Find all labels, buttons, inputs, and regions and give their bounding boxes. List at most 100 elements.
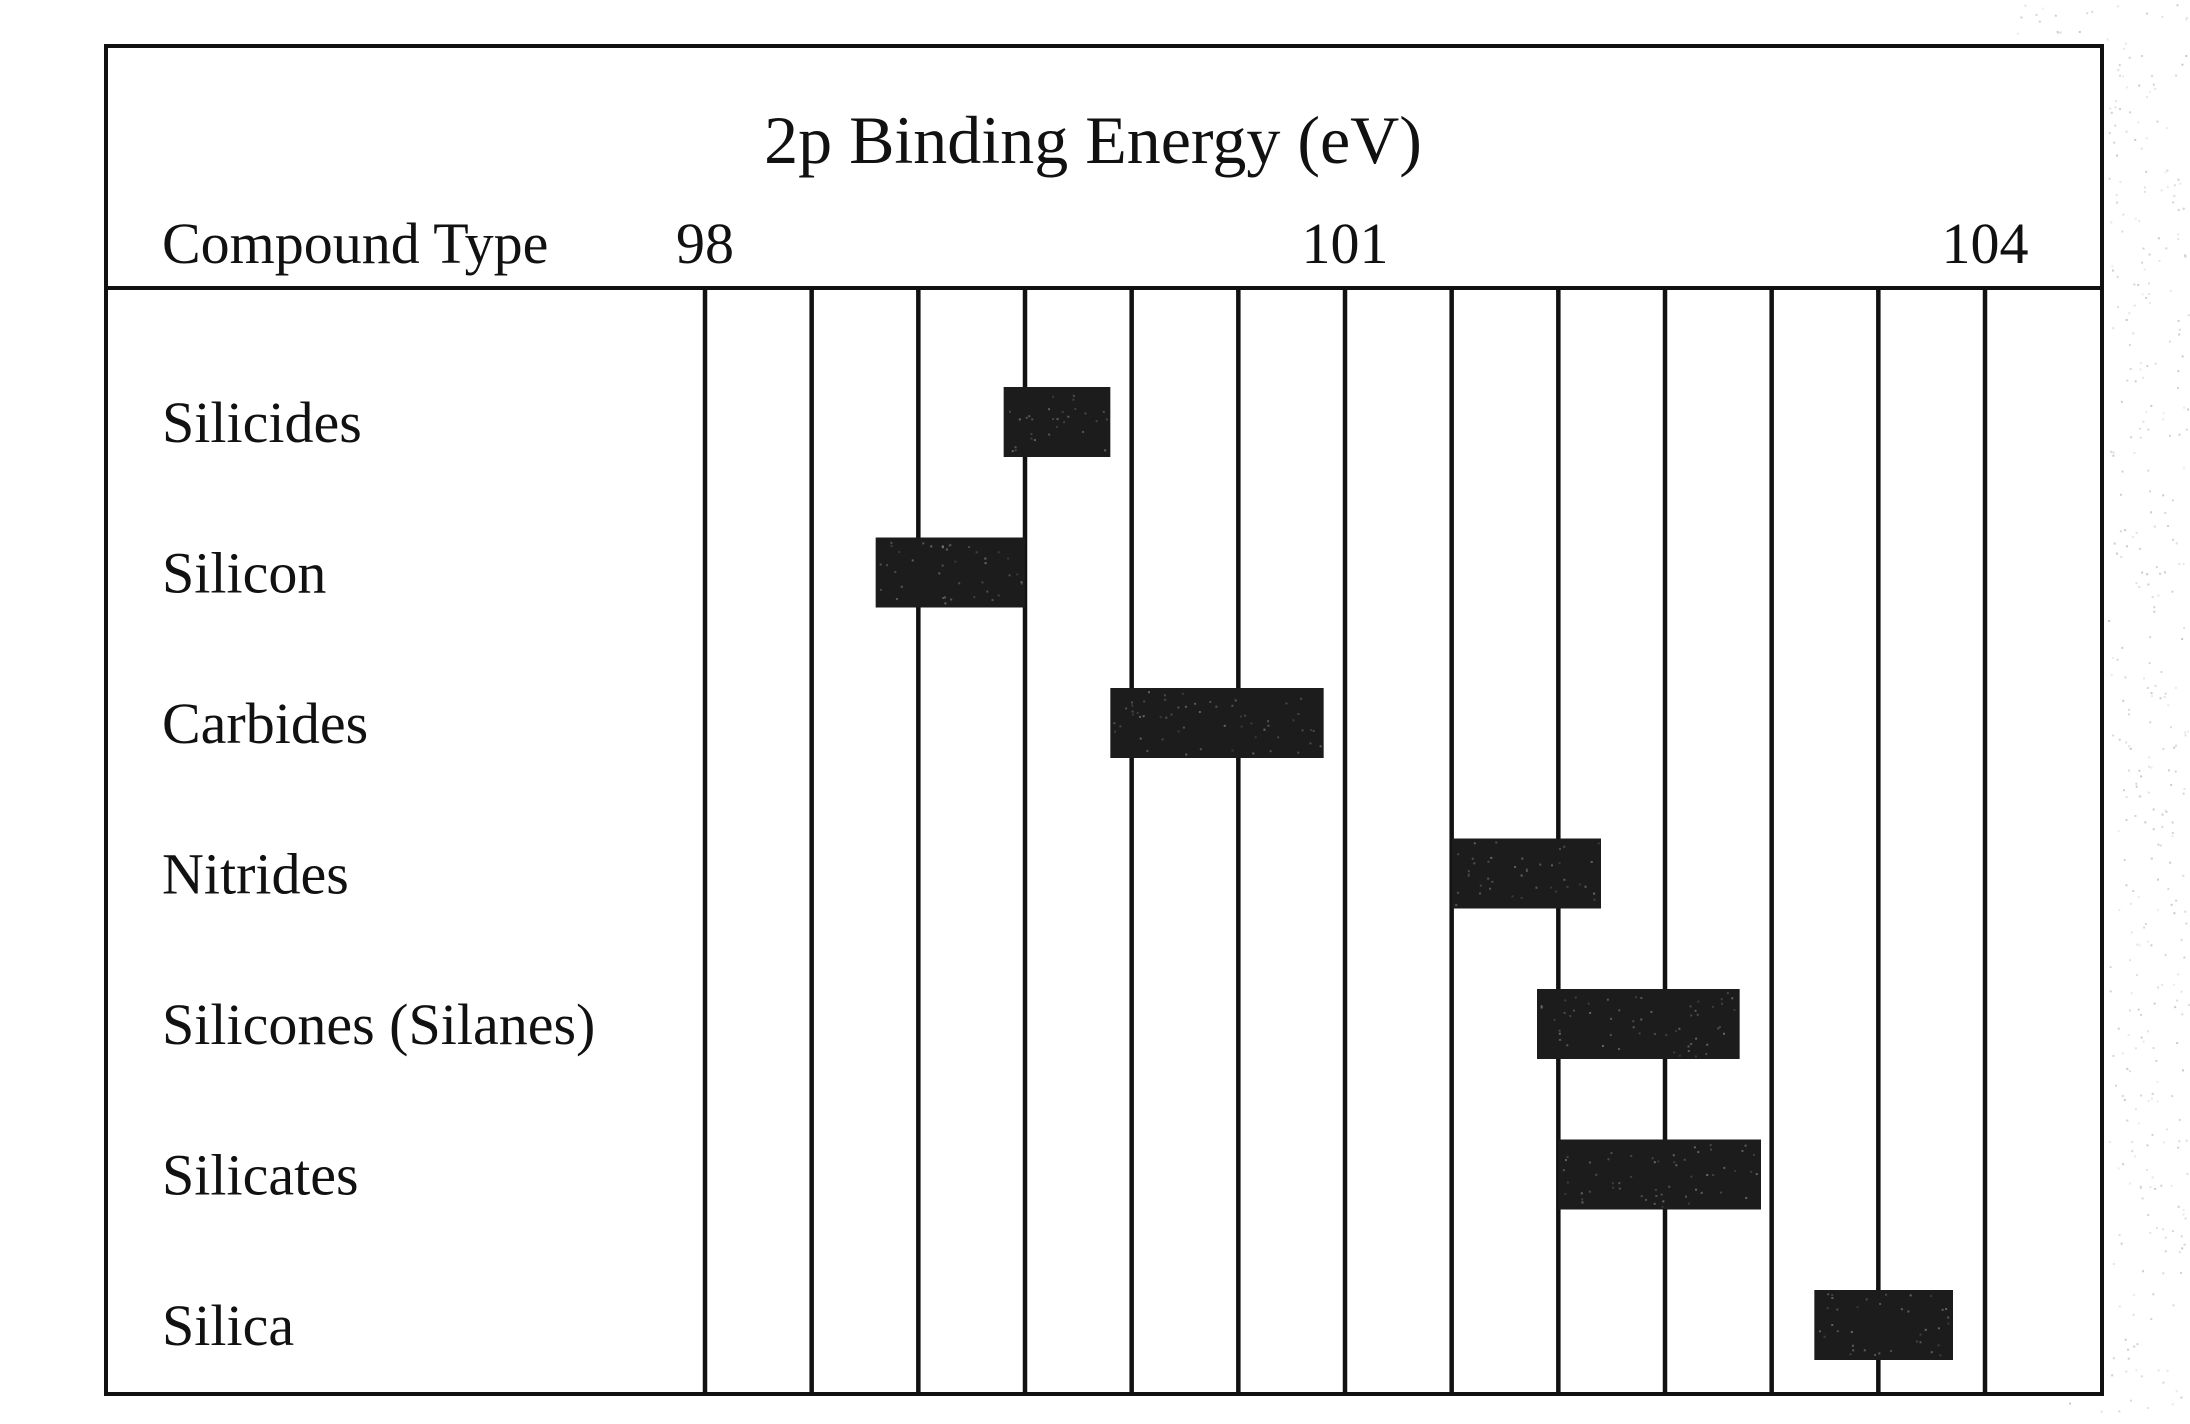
bar-texture-speck — [1684, 1195, 1687, 1198]
bar-texture-speck — [1750, 1170, 1753, 1173]
scan-noise-dot — [2136, 1343, 2139, 1346]
scan-noise-dot — [2154, 362, 2157, 365]
bar-texture-speck — [1209, 701, 1212, 704]
bar-texture-speck — [1579, 883, 1582, 886]
bar-texture-speck — [1700, 1191, 1703, 1194]
bar-texture-speck — [1521, 857, 1524, 860]
bar-texture-speck — [1823, 1335, 1826, 1338]
scan-noise-dot — [2170, 1184, 2173, 1187]
scan-noise-dot — [2140, 147, 2143, 150]
scan-noise-dot — [2125, 741, 2128, 744]
bar-texture-speck — [1056, 418, 1059, 421]
scan-noise-dot — [2128, 56, 2131, 59]
bar-texture-speck — [1007, 557, 1010, 560]
bar-texture-speck — [1025, 416, 1028, 419]
scan-noise-dot — [2124, 676, 2127, 679]
bar-texture-speck — [1661, 1205, 1664, 1208]
scan-noise-dot — [2138, 795, 2141, 798]
scan-noise-dot — [2128, 343, 2131, 346]
bar-texture-speck — [1753, 1153, 1756, 1156]
category-header: Compound Type — [162, 211, 548, 276]
bar-texture-speck — [1250, 722, 1253, 725]
bar-texture-speck — [1014, 449, 1017, 452]
scan-noise-dot — [2152, 1293, 2155, 1296]
scan-noise-dot — [2165, 247, 2168, 250]
scan-noise-dot — [2183, 1243, 2186, 1246]
bar-texture-speck — [950, 598, 953, 601]
scan-noise-dot — [2156, 1080, 2159, 1083]
bar-texture-speck — [1873, 1353, 1876, 1356]
bar-texture-speck — [1030, 437, 1033, 440]
bar-texture-speck — [1581, 1198, 1584, 1201]
scan-noise-dot — [2112, 734, 2115, 737]
bar-texture-speck — [1319, 745, 1322, 748]
scan-noise-dot — [2173, 746, 2176, 749]
scan-noise-dot — [2182, 1213, 2185, 1216]
scan-noise-dot — [2120, 1242, 2123, 1245]
scan-noise-dot — [2138, 944, 2141, 947]
scan-noise-dot — [2135, 582, 2138, 585]
bar-texture-speck — [1467, 870, 1470, 873]
scan-noise-dot — [2171, 832, 2174, 835]
scan-noise-dot — [2157, 594, 2160, 597]
scan-noise-dot — [2123, 1098, 2126, 1101]
scan-noise-dot — [2147, 469, 2150, 472]
scan-noise-dot — [2146, 1144, 2149, 1147]
scan-noise-dot — [2110, 221, 2113, 224]
bar-texture-speck — [1473, 862, 1476, 865]
bar-texture-speck — [1033, 439, 1036, 442]
scan-noise-dot — [2111, 269, 2114, 272]
bar-texture-speck — [1467, 874, 1470, 877]
bar-texture-speck — [1052, 395, 1055, 398]
scan-noise-dot — [2155, 566, 2158, 569]
scan-noise-dot — [2183, 787, 2186, 790]
scan-noise-dot — [2138, 769, 2141, 772]
bar-texture-speck — [1136, 712, 1139, 714]
scan-noise-dot — [2140, 1094, 2143, 1097]
scan-noise-dot — [2185, 18, 2188, 21]
scan-noise-dot — [2162, 1272, 2165, 1275]
bar-texture-speck — [1589, 1011, 1592, 1014]
scan-noise-dot — [2114, 100, 2117, 103]
bar-texture-speck — [1907, 1310, 1910, 1313]
range-bar-silicon — [875, 537, 1025, 608]
scan-noise-dot — [2154, 87, 2157, 90]
scan-noise-dot — [2181, 638, 2184, 641]
bar-texture-speck — [1706, 1043, 1709, 1046]
scan-noise-dot — [2123, 858, 2126, 861]
scan-noise-dot — [2114, 106, 2117, 109]
bar-texture-speck — [1640, 997, 1643, 1000]
bar-texture-speck — [1588, 1161, 1591, 1164]
bar-texture-speck — [1655, 1194, 1658, 1197]
scan-noise-dot — [2137, 283, 2140, 286]
bar-texture-speck — [1924, 1328, 1927, 1331]
bar-texture-speck — [1067, 415, 1070, 418]
bar-texture-speck — [1919, 1341, 1922, 1344]
bar-texture-speck — [1662, 1200, 1665, 1203]
bar-texture-speck — [1114, 730, 1117, 733]
bar-texture-speck — [1937, 1344, 1940, 1347]
scan-noise-dot — [2178, 1251, 2181, 1254]
scan-noise-dot — [2112, 451, 2115, 454]
bar-texture-speck — [1878, 1352, 1881, 1355]
bar-texture-speck — [1231, 749, 1234, 752]
scan-noise-dot — [2181, 63, 2184, 66]
bar-texture-speck — [1540, 1005, 1543, 1008]
scan-noise-dot — [2185, 1139, 2188, 1142]
bar-texture-speck — [1593, 892, 1596, 895]
bar-texture-speck — [1269, 750, 1272, 753]
scan-noise-dot — [2124, 1338, 2127, 1341]
scan-noise-dot — [2162, 418, 2165, 421]
scan-noise-dot — [2180, 1235, 2183, 1238]
scan-noise-dot — [2175, 899, 2178, 902]
scan-noise-dot — [2109, 990, 2112, 993]
range-bar-group-carbides — [1110, 688, 1324, 758]
bar-texture-speck — [1011, 450, 1014, 453]
bar-texture-speck — [1915, 1340, 1918, 1343]
scan-noise-dot — [2139, 1187, 2142, 1190]
scan-noise-dot — [2134, 1155, 2137, 1158]
bar-texture-speck — [1941, 1308, 1944, 1311]
bar-texture-speck — [1240, 725, 1243, 728]
bar-texture-speck — [954, 560, 957, 563]
scan-noise-dot — [2114, 124, 2117, 127]
